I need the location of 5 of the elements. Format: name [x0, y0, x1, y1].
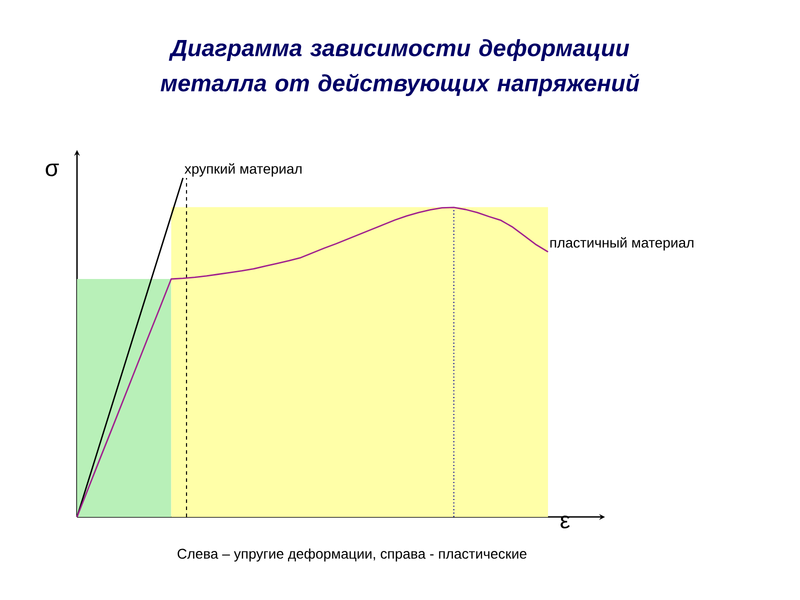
chart-title: Диаграмма зависимости деформации металла от действующих напряжений	[160, 39, 640, 96]
series-label: пластичный материал	[550, 237, 694, 250]
text: Слева – упругие деформации, справа - пластические	[178, 548, 526, 562]
series-label: хрупкий материал	[184, 163, 302, 177]
y-axis-title: σ	[46, 164, 59, 176]
